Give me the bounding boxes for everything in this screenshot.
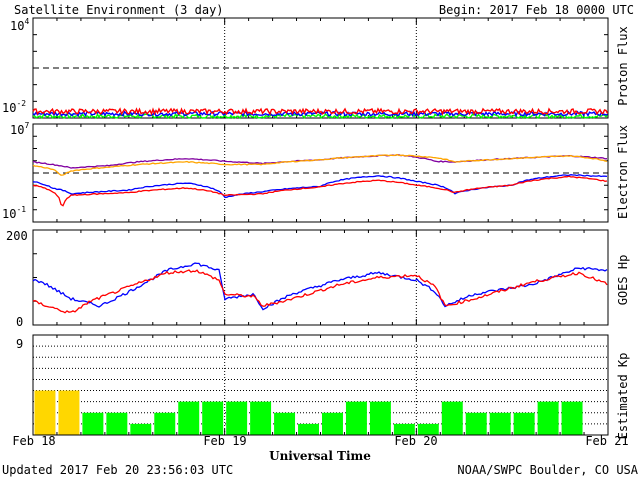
hp-panel-frame (32, 229, 609, 326)
hp-ytick-top: 200 (6, 229, 28, 243)
xtick-feb19: Feb 19 (203, 434, 246, 448)
proton-series-line (32, 112, 609, 120)
kp-ytick-top: 9 (16, 337, 23, 351)
kp-bar (226, 401, 248, 435)
proton-ytick-top-exp: 4 (24, 17, 29, 26)
proton-ytick-bottom: 10-2 (2, 99, 26, 115)
chart-title: Satellite Environment (3 day) (14, 3, 224, 17)
xtick-feb20: Feb 20 (394, 434, 437, 448)
electron-series-line (32, 153, 608, 176)
proton-ytick-top-base: 10 (10, 19, 24, 33)
kp-bar (106, 412, 128, 435)
electron-ytick-bottom-base: 10 (2, 207, 16, 221)
proton-series-line (32, 107, 609, 116)
credit-text: NOAA/SWPC Boulder, CO USA (457, 463, 638, 477)
kp-bar (561, 401, 583, 435)
kp-bar (178, 401, 200, 435)
updated-timestamp: Updated 2017 Feb 20 23:56:03 UTC (2, 463, 233, 477)
begin-time: Begin: 2017 Feb 18 0000 UTC (439, 3, 634, 17)
xtick-feb18: Feb 18 (12, 434, 55, 448)
electron-ytick-bottom: 10-1 (2, 205, 26, 221)
kp-bar (82, 412, 104, 435)
xtick-feb21: Feb 21 (585, 434, 628, 448)
goes-hp-label: GOES Hp (616, 255, 630, 306)
kp-bar (345, 401, 367, 435)
electron-ytick-bottom-exp: -1 (16, 205, 26, 214)
estimated-kp-label: Estimated Kp (616, 353, 630, 440)
kp-bar (322, 412, 343, 435)
electron-series-line (32, 175, 608, 207)
electron-ytick-top-base: 10 (10, 123, 24, 137)
electron-ytick-top-exp: 7 (24, 121, 29, 130)
kp-bar (417, 423, 439, 435)
hp-ytick-bottom: 0 (16, 315, 23, 329)
kp-bar (202, 401, 224, 435)
kp-bar (489, 412, 511, 435)
hp-series-line (32, 269, 608, 314)
kp-bar (441, 401, 463, 435)
electron-y-ticks: 107 10-1 (2, 121, 29, 221)
kp-bar (58, 390, 80, 435)
kp-bar (34, 390, 56, 435)
plot-panels (32, 17, 609, 436)
proton-y-ticks: 104 10-2 (2, 17, 29, 115)
kp-bar (154, 412, 176, 435)
proton-ytick-bottom-base: 10 (2, 101, 16, 115)
kp-bar (369, 401, 391, 435)
proton-ytick-bottom-exp: -2 (16, 99, 26, 108)
kp-bar (513, 412, 535, 435)
x-axis-title: Universal Time (269, 449, 371, 463)
kp-bar (393, 423, 415, 435)
kp-bar (250, 401, 272, 435)
proton-flux-label: Proton Flux (616, 26, 630, 105)
kp-bar (130, 423, 152, 435)
electron-flux-label: Electron Flux (616, 125, 630, 219)
electron-ytick-top: 107 (10, 121, 29, 137)
proton-ytick-top: 104 (10, 17, 29, 33)
kp-bar (537, 401, 559, 435)
electron-panel-frame (32, 123, 609, 223)
kp-bar (274, 412, 296, 435)
proton-panel-frame (32, 17, 609, 119)
hp-series-line (32, 262, 608, 311)
kp-bar (298, 423, 319, 435)
kp-bar (465, 412, 487, 435)
